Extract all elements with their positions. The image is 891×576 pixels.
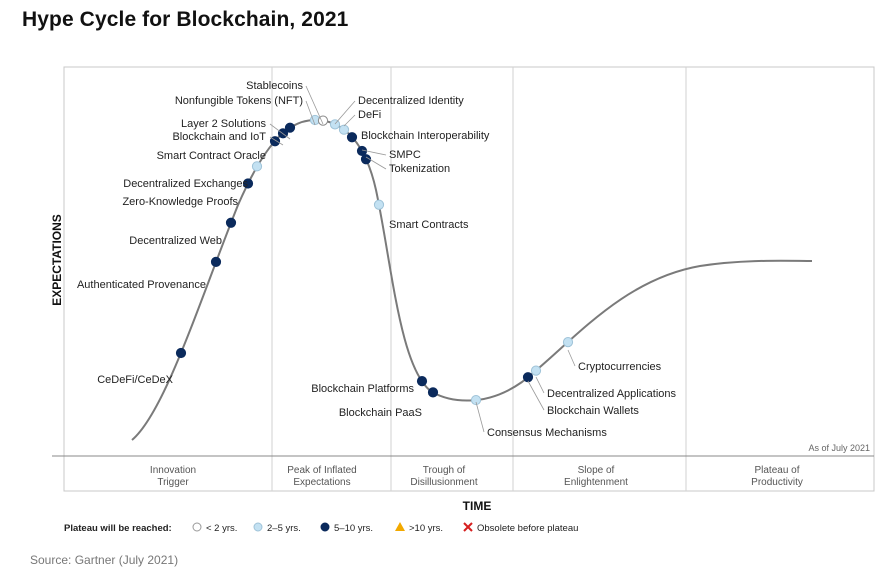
label-smart-contract-oracle: Smart Contract Oracle <box>157 150 266 162</box>
label-cryptocurrencies: Cryptocurrencies <box>578 361 662 373</box>
label-smpc: SMPC <box>389 149 421 161</box>
point-defi <box>338 124 350 135</box>
page-title: Hype Cycle for Blockchain, 2021 <box>22 8 349 31</box>
label-tokenization: Tokenization <box>389 163 450 175</box>
point-decentralized-web <box>225 217 237 228</box>
phase-label-3-line-2: Disillusionment <box>410 477 477 488</box>
label-blockchain-and-iot: Blockchain and IoT <box>172 131 266 143</box>
phase-label-2-line-2: Expectations <box>293 477 350 488</box>
leader-decentralized-applications <box>535 376 545 394</box>
leader-decentralized-identity <box>334 100 356 125</box>
label-decentralized-applications: Decentralized Applications <box>547 388 677 400</box>
leader-defi <box>343 114 356 127</box>
label-layer-2-solutions: Layer 2 Solutions <box>181 118 266 130</box>
phase-label-5-line-1: Plateau of <box>754 465 799 476</box>
label-blockchain-wallets: Blockchain Wallets <box>547 405 639 417</box>
label-blockchain-platforms: Blockchain Platforms <box>311 383 414 395</box>
phase-label-1-line-1: Innovation <box>150 465 196 476</box>
legend-title: Plateau will be reached: <box>64 523 172 534</box>
phase-label-2-line-1: Peak of Inflated <box>287 465 357 476</box>
leader-blockchain-wallets <box>527 380 545 411</box>
point-layer-2-solutions <box>284 122 296 133</box>
point-consensus-mechanisms <box>470 394 482 406</box>
legend-symbol-5-10-yrs <box>320 522 330 532</box>
phase-label-4-line-1: Slope of <box>578 465 615 476</box>
legend-symbol-obsolete <box>463 522 473 532</box>
leader-tokenization <box>365 156 387 170</box>
phase-label-5-line-2: Productivity <box>751 477 803 488</box>
legend-label-2: 2–5 yrs. <box>267 523 301 534</box>
label-blockchain-paas: Blockchain PaaS <box>339 407 422 419</box>
label-decentralized-identity: Decentralized Identity <box>358 95 464 107</box>
leader-nonfungible-tokens-nft <box>305 100 316 126</box>
technology-points <box>175 114 574 406</box>
legend-symbol-2-5-yrs <box>253 522 263 532</box>
hype-curve-line <box>131 118 813 441</box>
legend-symbol-lt-2-yrs <box>192 522 202 532</box>
cross-stroke-2 <box>463 522 473 532</box>
point-decentralized-identity <box>329 119 341 130</box>
point-tokenization <box>360 154 372 165</box>
legend-label-5: Obsolete before plateau <box>477 523 578 534</box>
legend: Plateau will be reached: < 2 yrs. 2–5 yrs.… <box>64 522 578 534</box>
leader-consensus-mechanisms <box>475 401 485 433</box>
source-note: Source: Gartner (July 2021) <box>30 553 179 567</box>
leader-stablecoins <box>305 85 324 125</box>
legend-symbol-gt-10-yrs <box>395 522 405 531</box>
phase-label-4-line-2: Enlightenment <box>564 477 628 488</box>
plot-border <box>63 66 875 492</box>
leader-blockchain-and-iot <box>269 136 284 146</box>
technology-labels: CeDeFi/CeDeX Authenticated Provenance Dece… <box>77 80 677 439</box>
legend-label-3: 5–10 yrs. <box>334 523 373 534</box>
label-blockchain-interoperability: Blockchain Interoperability <box>361 130 490 142</box>
phase-label-3-line-1: Trough of <box>423 465 466 476</box>
as-of-note: As of July 2021 <box>808 443 870 453</box>
x-axis-label: TIME <box>463 499 492 513</box>
point-blockchain-wallets <box>522 372 534 383</box>
point-authenticated-provenance <box>210 256 222 267</box>
y-axis-label: EXPECTATIONS <box>50 214 64 306</box>
label-decentralized-exchanges: Decentralized Exchanges <box>123 178 248 190</box>
phase-label-1-line-2: Trigger <box>157 477 189 488</box>
leader-smpc <box>361 149 387 156</box>
label-nonfungible-tokens-nft: Nonfungible Tokens (NFT) <box>175 95 303 107</box>
point-blockchain-paas <box>427 387 439 398</box>
label-smart-contracts: Smart Contracts <box>389 219 469 231</box>
point-decentralized-applications <box>530 365 542 376</box>
hype-curve <box>131 118 813 441</box>
point-smart-contracts <box>373 199 385 210</box>
legend-label-1: < 2 yrs. <box>206 523 237 534</box>
leader-layer-2-solutions <box>269 123 291 140</box>
point-blockchain-interoperability <box>346 132 358 143</box>
point-zero-knowledge-proofs <box>242 178 254 189</box>
leader-cryptocurrencies <box>567 349 576 367</box>
legend-label-4: >10 yrs. <box>409 523 443 534</box>
label-cedefi-cedex: CeDeFi/CeDeX <box>97 374 173 386</box>
label-stablecoins: Stablecoins <box>246 80 303 92</box>
label-authenticated-provenance: Authenticated Provenance <box>77 279 206 291</box>
point-blockchain-platforms <box>416 376 428 387</box>
label-zero-knowledge-proofs: Zero-Knowledge Proofs <box>122 196 238 208</box>
point-cedefi-cedex <box>175 347 187 359</box>
label-defi: DeFi <box>358 109 381 121</box>
point-cryptocurrencies <box>562 337 574 348</box>
point-decentralized-exchanges <box>251 161 263 172</box>
label-decentralized-web: Decentralized Web <box>129 235 222 247</box>
label-consensus-mechanisms: Consensus Mechanisms <box>487 427 607 439</box>
